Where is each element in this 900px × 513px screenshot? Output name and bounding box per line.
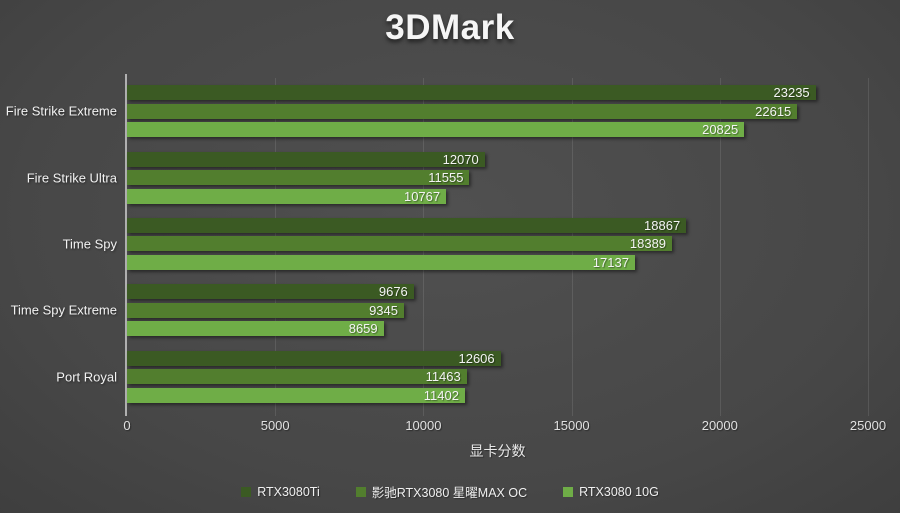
bar: 11555 bbox=[127, 170, 470, 186]
x-axis-title: 显卡分数 bbox=[469, 443, 526, 459]
plot-area: Fire Strike Extreme 23235 22615 20825 Fire S… bbox=[6, 74, 869, 416]
legend-label: RTX3080 10G bbox=[579, 484, 659, 499]
bar: 22615 bbox=[127, 103, 798, 119]
bar-value-label: 9676 bbox=[378, 284, 408, 300]
legend-swatch-icon bbox=[355, 486, 366, 497]
x-tick-label: 5000 bbox=[260, 418, 290, 433]
bar-group: Time Spy Extreme 9676 9345 8659 bbox=[11, 277, 868, 343]
x-tick-label: 0 bbox=[123, 418, 131, 433]
bar-value-label: 22615 bbox=[755, 103, 792, 119]
bar-value-label: 12070 bbox=[442, 151, 479, 167]
bar-row: 10767 bbox=[127, 188, 868, 204]
bar: 23235 bbox=[127, 85, 816, 101]
bar-value-label: 17137 bbox=[592, 254, 629, 270]
bar-row: 12070 bbox=[127, 151, 868, 167]
bar-value-label: 23235 bbox=[773, 85, 810, 101]
bar: 12070 bbox=[127, 151, 485, 167]
bar-row: 23235 bbox=[127, 85, 868, 101]
legend-swatch-icon bbox=[563, 486, 574, 497]
chart-title: 3DMark bbox=[385, 8, 515, 47]
bar-group: Port Royal 12606 11463 11402 bbox=[56, 344, 868, 410]
bar-row: 20825 bbox=[127, 122, 868, 138]
x-tick-label: 10000 bbox=[405, 418, 442, 433]
bar-row: 17137 bbox=[127, 254, 868, 270]
bar-row: 11463 bbox=[127, 369, 868, 385]
x-axis: 0 5000 10000 15000 20000 25000 bbox=[123, 418, 886, 436]
bar-group: Fire Strike Ultra 12070 11555 10767 bbox=[27, 144, 868, 210]
bar-value-label: 18389 bbox=[629, 236, 667, 252]
gridline-25000 bbox=[868, 78, 869, 416]
bar-value-label: 8659 bbox=[348, 321, 378, 337]
x-tick-label: 15000 bbox=[553, 418, 590, 433]
category-label: Fire Strike Ultra bbox=[26, 170, 117, 186]
category-label: Port Royal bbox=[56, 369, 117, 385]
bar-group: Time Spy 18867 18389 17137 bbox=[63, 211, 868, 277]
bar-row: 9345 bbox=[127, 302, 868, 318]
bar-row: 12606 bbox=[127, 350, 868, 366]
bar: 12606 bbox=[127, 350, 501, 366]
bar: 9676 bbox=[127, 284, 414, 300]
gridline-20000 bbox=[719, 78, 721, 416]
bar-row: 11402 bbox=[127, 387, 868, 403]
category-label: Fire Strike Extreme bbox=[5, 103, 117, 119]
bar-value-label: 12606 bbox=[458, 350, 495, 366]
bar-value-label: 18867 bbox=[644, 217, 681, 233]
legend-item: RTX3080 10G bbox=[563, 485, 659, 499]
legend-label: RTX3080Ti bbox=[257, 484, 320, 499]
legend-item: 影驰RTX3080 星曜MAX OC bbox=[355, 482, 528, 501]
bar: 17137 bbox=[127, 254, 635, 270]
bar-group: Fire Strike Extreme 23235 22615 20825 bbox=[6, 78, 868, 144]
bar-value-label: 11463 bbox=[425, 369, 461, 385]
bar: 18389 bbox=[127, 236, 673, 252]
bar: 10767 bbox=[127, 188, 447, 204]
bar-value-label: 9345 bbox=[369, 302, 398, 318]
bar: 11402 bbox=[127, 387, 465, 403]
bar: 9345 bbox=[127, 302, 404, 318]
bar-row: 9676 bbox=[127, 284, 868, 300]
bar-value-label: 10767 bbox=[403, 188, 441, 204]
x-tick-label: 25000 bbox=[849, 418, 887, 433]
y-axis-line bbox=[125, 74, 127, 416]
bar-row: 8659 bbox=[127, 321, 868, 337]
bar-row: 18389 bbox=[127, 236, 868, 252]
x-tick-label: 20000 bbox=[701, 418, 738, 433]
bar-row: 11555 bbox=[127, 170, 868, 186]
legend-swatch-icon bbox=[241, 486, 252, 497]
legend-label: 影驰RTX3080 星曜MAX OC bbox=[371, 486, 528, 500]
bar-row: 22615 bbox=[127, 103, 868, 119]
bar-value-label: 11402 bbox=[423, 387, 459, 403]
bar-value-label: 11555 bbox=[428, 170, 464, 186]
bar-row: 18867 bbox=[127, 217, 868, 233]
category-label: Time Spy bbox=[62, 236, 117, 252]
category-label: Time Spy Extreme bbox=[10, 302, 117, 318]
bar: 20825 bbox=[127, 122, 745, 138]
bar: 8659 bbox=[127, 321, 384, 337]
bar: 18867 bbox=[127, 217, 687, 233]
legend: RTX3080Ti 影驰RTX3080 星曜MAX OC RTX3080 10G bbox=[0, 482, 900, 501]
bar-value-label: 20825 bbox=[702, 122, 739, 138]
legend-item: RTX3080Ti bbox=[241, 485, 320, 499]
bar: 11463 bbox=[127, 369, 467, 385]
